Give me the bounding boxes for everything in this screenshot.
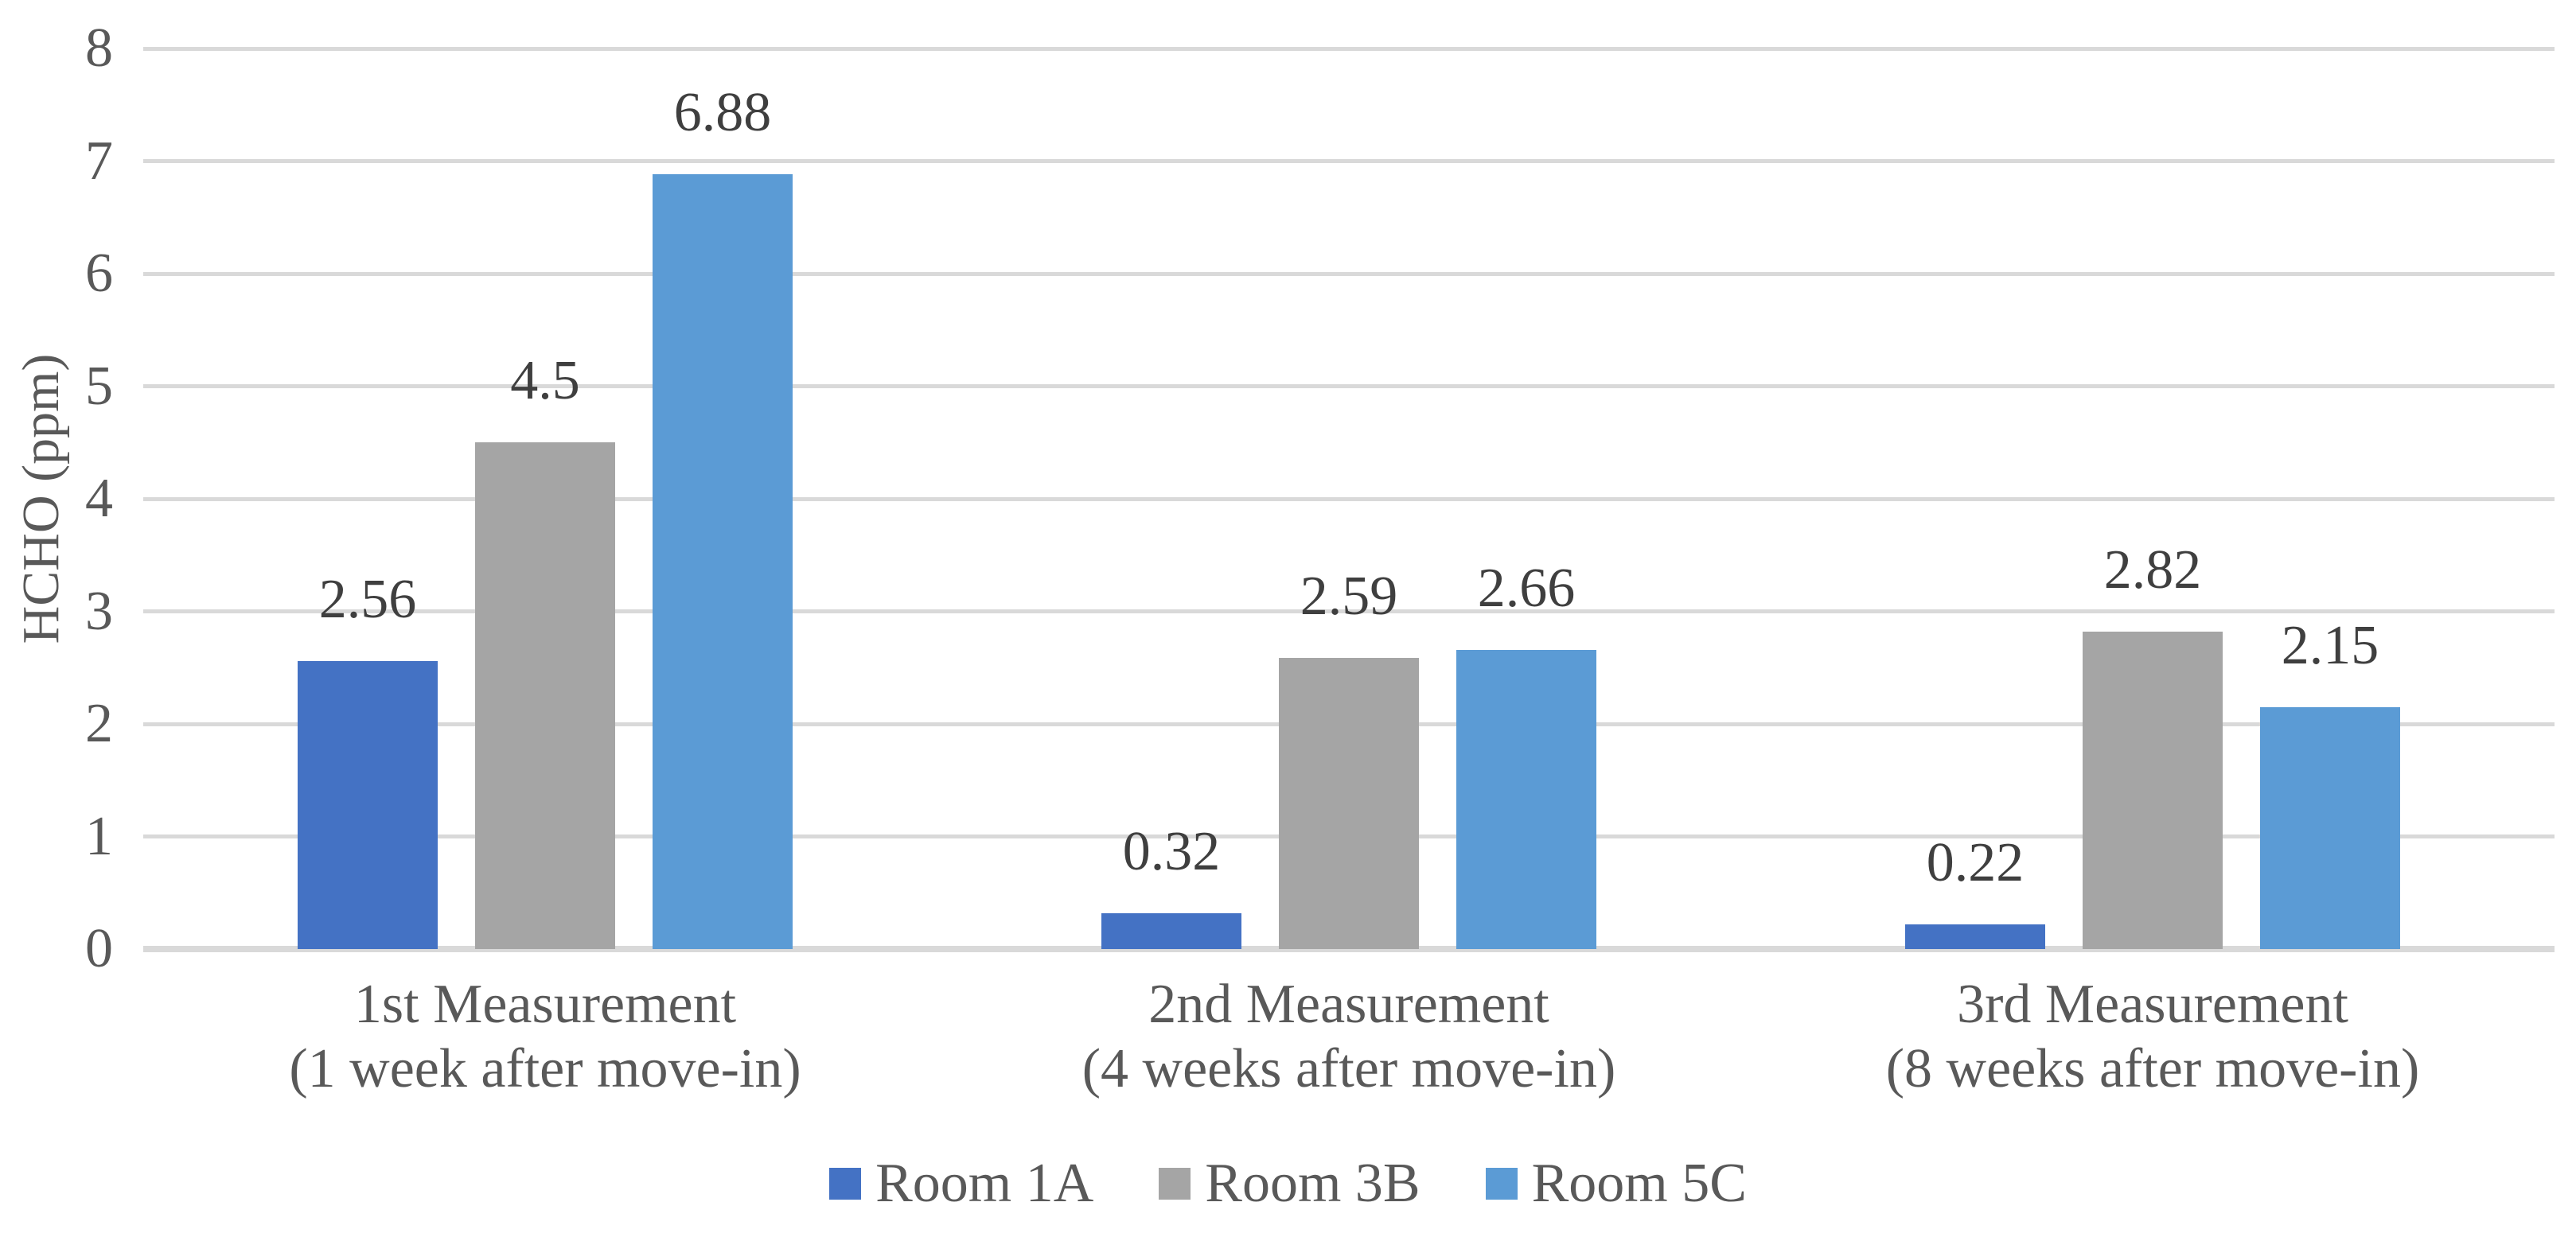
bar-group-1st-measurement: 2.56 4.5 6.88 bbox=[143, 80, 947, 949]
gridline-y-4 bbox=[143, 496, 2555, 501]
data-label-room-5c-3rd-measurement: 2.15 bbox=[2281, 614, 2379, 676]
bar-wrap-room-5c-3rd-measurement: 2.15 bbox=[2260, 613, 2400, 949]
bar-wrap-room-1a-3rd-measurement: 0.22 bbox=[1905, 831, 2045, 949]
bar-room-3b-2nd-measurement bbox=[1279, 657, 1419, 949]
legend-item-room-5c: Room 5C bbox=[1485, 1152, 1747, 1216]
legend: Room 1A Room 3B Room 5C bbox=[0, 1152, 2576, 1216]
bar-wrap-room-3b-2nd-measurement: 2.59 bbox=[1279, 564, 1419, 949]
bar-wrap-room-3b-1st-measurement: 4.5 bbox=[475, 348, 615, 949]
y-axis-tick-label-1: 1 bbox=[85, 805, 113, 867]
legend-item-room-1a: Room 1A bbox=[829, 1152, 1093, 1216]
legend-label-room-3b: Room 3B bbox=[1205, 1153, 1421, 1214]
y-axis-tick-label-6: 6 bbox=[85, 243, 113, 304]
gridline-y-3 bbox=[143, 609, 2555, 613]
plot-area: 2.56 4.5 6.88 0.32 2.59 2.66 0.22 2.82 2.15 bbox=[143, 46, 2555, 952]
category-label-line1: 1st Measurement bbox=[353, 974, 737, 1035]
bar-wrap-room-3b-3rd-measurement: 2.82 bbox=[2083, 538, 2223, 949]
bar-room-5c-2nd-measurement bbox=[1456, 649, 1596, 949]
data-label-room-3b-3rd-measurement: 2.82 bbox=[2103, 539, 2202, 601]
bar-room-3b-3rd-measurement bbox=[2083, 631, 2223, 949]
legend-swatch-icon-room-3b bbox=[1159, 1168, 1191, 1200]
y-axis-tick-label-2: 2 bbox=[85, 693, 113, 754]
bar-wrap-room-5c-2nd-measurement: 2.66 bbox=[1456, 556, 1596, 949]
category-label-line2: (8 weeks after move-in) bbox=[1885, 1038, 2420, 1100]
y-axis-tick-labels: 0 1 2 3 4 5 6 7 8 bbox=[0, 0, 118, 1241]
data-label-room-1a-1st-measurement: 2.56 bbox=[318, 568, 417, 630]
bar-room-5c-1st-measurement bbox=[653, 174, 793, 949]
bar-room-1a-2nd-measurement bbox=[1101, 912, 1241, 949]
gridline-y-5 bbox=[143, 384, 2555, 388]
bar-group-2nd-measurement: 0.32 2.59 2.66 bbox=[947, 556, 1751, 949]
y-axis-tick-label-5: 5 bbox=[85, 355, 113, 417]
y-axis-tick-label-3: 3 bbox=[85, 580, 113, 642]
bar-wrap-room-1a-2nd-measurement: 0.32 bbox=[1101, 819, 1241, 949]
bar-room-1a-3rd-measurement bbox=[1905, 924, 2045, 949]
x-axis-category-label-3rd-measurement: 3rd Measurement (8 weeks after move-in) bbox=[1751, 972, 2555, 1101]
bar-wrap-room-5c-1st-measurement: 6.88 bbox=[653, 80, 793, 949]
bar-group-3rd-measurement: 0.22 2.82 2.15 bbox=[1751, 538, 2555, 949]
gridline-y-8 bbox=[143, 46, 2555, 51]
bar-groups: 2.56 4.5 6.88 0.32 2.59 2.66 0.22 2.82 2.15 bbox=[143, 49, 2555, 949]
legend-label-room-1a: Room 1A bbox=[875, 1153, 1094, 1214]
data-label-room-1a-2nd-measurement: 0.32 bbox=[1122, 820, 1221, 882]
x-axis-category-label-2nd-measurement: 2nd Measurement (4 weeks after move-in) bbox=[947, 972, 1751, 1101]
data-label-room-5c-2nd-measurement: 2.66 bbox=[1477, 557, 1576, 619]
bar-room-5c-3rd-measurement bbox=[2260, 706, 2400, 949]
category-label-line2: (1 week after move-in) bbox=[289, 1038, 801, 1100]
x-axis-category-label-1st-measurement: 1st Measurement (1 week after move-in) bbox=[143, 972, 947, 1101]
data-label-room-1a-3rd-measurement: 0.22 bbox=[1926, 831, 2025, 893]
data-label-room-3b-1st-measurement: 4.5 bbox=[510, 350, 580, 412]
y-axis-tick-label-0: 0 bbox=[85, 918, 113, 979]
category-label-line2: (4 weeks after move-in) bbox=[1081, 1038, 1616, 1100]
gridline-y-7 bbox=[143, 159, 2555, 163]
data-label-room-3b-2nd-measurement: 2.59 bbox=[1300, 565, 1398, 627]
x-axis-line bbox=[143, 946, 2555, 952]
bar-room-1a-1st-measurement bbox=[298, 660, 438, 949]
bar-room-3b-1st-measurement bbox=[475, 442, 615, 949]
y-axis-tick-label-4: 4 bbox=[85, 468, 113, 529]
legend-swatch-icon-room-5c bbox=[1485, 1168, 1518, 1200]
category-label-line1: 2nd Measurement bbox=[1148, 974, 1549, 1035]
y-axis-tick-label-7: 7 bbox=[85, 130, 113, 192]
legend-item-room-3b: Room 3B bbox=[1159, 1152, 1421, 1216]
gridline-y-6 bbox=[143, 271, 2555, 276]
y-axis-tick-label-8: 8 bbox=[85, 18, 113, 79]
data-label-room-5c-1st-measurement: 6.88 bbox=[673, 82, 772, 144]
legend-label-room-5c: Room 5C bbox=[1531, 1153, 1747, 1214]
x-axis-category-labels: 1st Measurement (1 week after move-in) 2nd… bbox=[143, 972, 2555, 1101]
legend-swatch-icon-room-1a bbox=[829, 1168, 862, 1200]
bar-wrap-room-1a-1st-measurement: 2.56 bbox=[298, 567, 438, 949]
category-label-line1: 3rd Measurement bbox=[1957, 974, 2348, 1035]
